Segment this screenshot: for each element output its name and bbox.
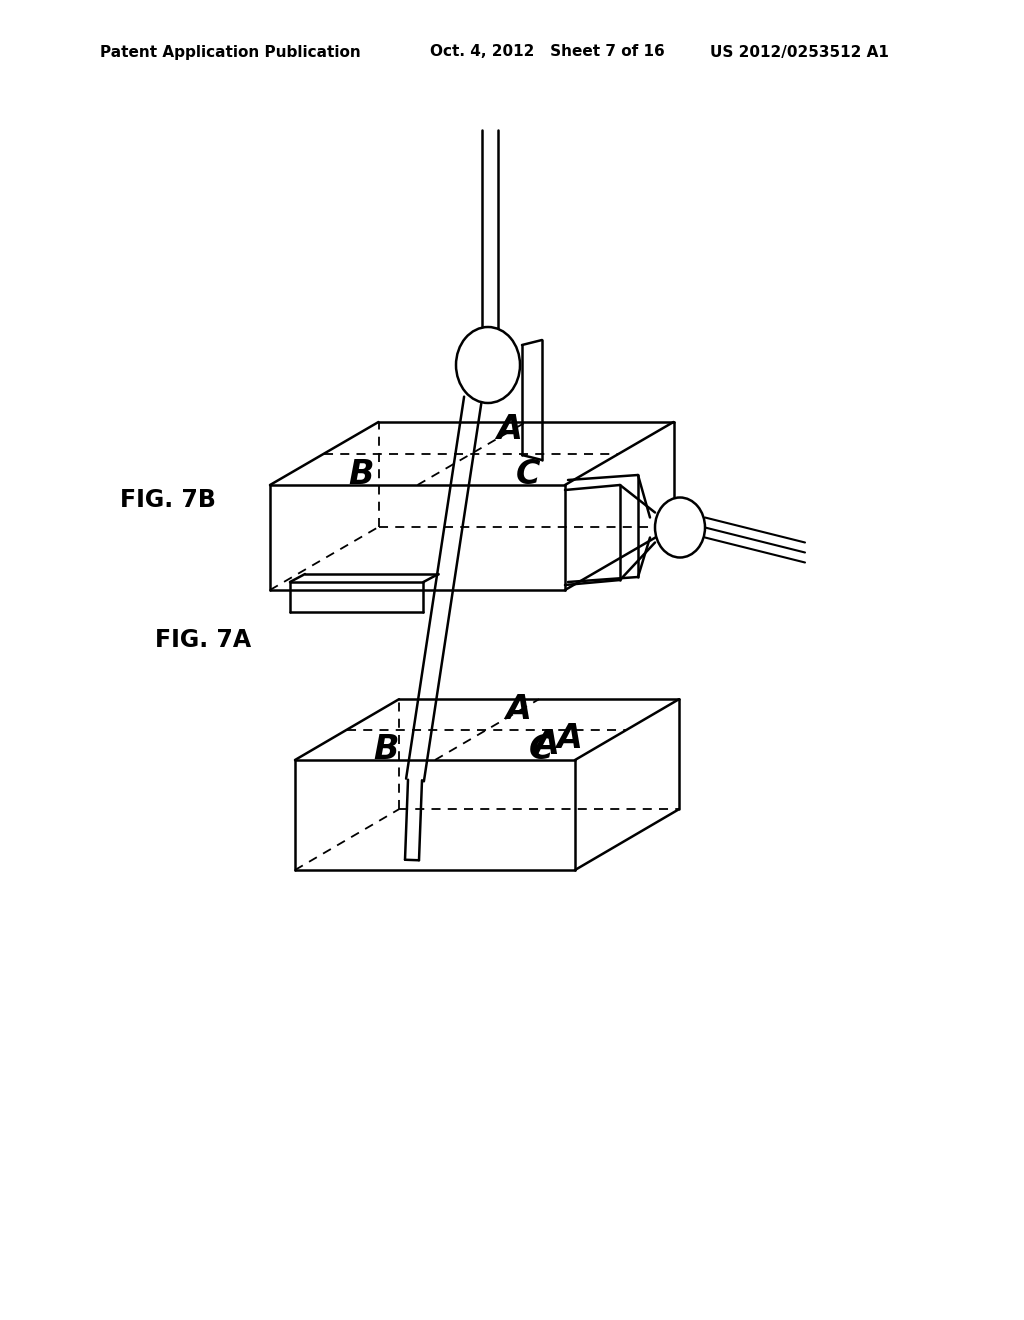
Text: B: B bbox=[374, 734, 398, 767]
Text: FIG. 7A: FIG. 7A bbox=[155, 628, 251, 652]
Text: US 2012/0253512 A1: US 2012/0253512 A1 bbox=[710, 45, 889, 59]
Text: A: A bbox=[505, 693, 530, 726]
Text: FIG. 7B: FIG. 7B bbox=[120, 488, 216, 512]
Ellipse shape bbox=[456, 327, 520, 403]
Text: A: A bbox=[556, 722, 583, 755]
Text: B: B bbox=[348, 458, 374, 491]
Text: C: C bbox=[528, 734, 553, 767]
Text: Oct. 4, 2012   Sheet 7 of 16: Oct. 4, 2012 Sheet 7 of 16 bbox=[430, 45, 665, 59]
Text: A: A bbox=[534, 729, 559, 762]
Text: A: A bbox=[496, 413, 522, 446]
Ellipse shape bbox=[655, 498, 705, 557]
Text: C: C bbox=[516, 458, 541, 491]
Text: Patent Application Publication: Patent Application Publication bbox=[100, 45, 360, 59]
